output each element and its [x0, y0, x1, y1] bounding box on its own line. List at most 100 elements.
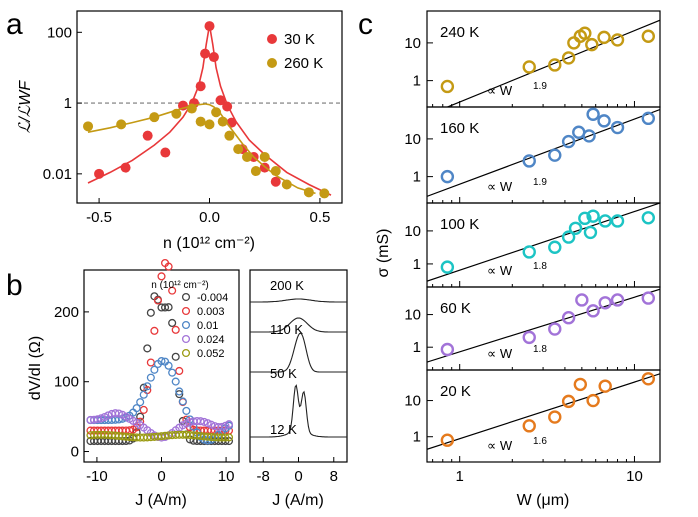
x-tick-label: 10	[218, 468, 235, 485]
data-point	[136, 412, 145, 421]
data-point	[585, 37, 599, 52]
panel-c-ylabel: σ (mS)	[375, 229, 392, 278]
data-point	[146, 373, 155, 382]
x-tick-label: 0	[157, 468, 165, 485]
data-point	[610, 214, 625, 228]
data-point	[522, 154, 536, 168]
data-point	[211, 107, 222, 118]
data-point	[567, 36, 581, 50]
data-point	[175, 387, 184, 396]
data-point	[161, 303, 170, 312]
data-point	[146, 308, 155, 317]
data-point	[139, 390, 148, 399]
data-point	[598, 296, 612, 310]
data-point	[208, 52, 219, 63]
data-point	[171, 108, 182, 119]
data-point	[149, 112, 160, 123]
x-tick-label: -0.5	[86, 209, 112, 226]
data-point	[561, 230, 576, 244]
data-point	[136, 398, 145, 407]
data-point	[204, 119, 215, 130]
data-point	[120, 162, 131, 173]
y-tick-label: 1	[64, 95, 72, 112]
fit-exponent: 1.9	[533, 81, 547, 92]
temperature-label: 240 K	[440, 24, 479, 41]
data-point	[561, 51, 576, 65]
data-point	[171, 377, 180, 386]
legend-label: 0.01	[197, 320, 218, 332]
data-point	[160, 147, 171, 158]
data-point	[522, 245, 536, 259]
data-point	[83, 121, 94, 132]
data-point	[146, 358, 155, 367]
panel-a: -0.5 0.0 0.5 0.01 1 100 ℒ/ℒWF n (10¹² cm⁻²) 3…	[17, 10, 343, 252]
fit-exponent: 1.6	[533, 436, 547, 447]
fit-line	[427, 373, 660, 450]
data-point	[440, 342, 455, 357]
trace-line	[250, 332, 347, 373]
data-point	[224, 130, 235, 141]
data-point	[610, 293, 625, 307]
data-point	[153, 296, 162, 305]
data-point	[186, 103, 197, 114]
data-point	[171, 352, 180, 361]
data-point	[641, 29, 655, 43]
data-point	[522, 419, 536, 433]
data-point	[610, 120, 625, 135]
data-point	[164, 361, 173, 370]
x-tick-label: 10	[626, 468, 643, 485]
x-tick-label: 0	[294, 468, 302, 485]
data-point	[610, 33, 625, 47]
data-point	[259, 151, 270, 162]
data-point	[97, 414, 106, 423]
data-point	[195, 81, 206, 92]
legend-marker	[267, 34, 277, 44]
panel-label-a: a	[6, 8, 23, 41]
panel-label-b: b	[6, 269, 23, 302]
data-point	[582, 129, 596, 143]
data-point	[641, 111, 655, 126]
data-point	[641, 211, 655, 225]
data-point	[573, 377, 588, 392]
data-point	[196, 417, 205, 426]
data-point	[93, 415, 102, 424]
data-point	[270, 176, 281, 187]
x-tick-label: 0.5	[309, 209, 330, 226]
data-point	[157, 357, 166, 366]
panel-b-left-ylabel: dV/dI (Ω)	[27, 336, 44, 400]
x-tick-label: -10	[86, 468, 108, 485]
data-point	[224, 420, 234, 429]
y-tick-label: 0	[71, 444, 79, 461]
data-point	[200, 417, 209, 426]
data-point	[175, 390, 184, 399]
data-point	[641, 291, 655, 305]
data-point	[440, 79, 455, 94]
panel-a-legend-30k: 30 K	[284, 31, 315, 48]
y-tick-label: 10	[404, 35, 421, 52]
y-tick-label: 10	[404, 131, 421, 148]
fit-label: ∝ W	[487, 346, 513, 361]
trace-label: 12 K	[270, 422, 297, 437]
data-point	[586, 107, 600, 121]
trace-label: 110 K	[270, 322, 303, 337]
y-tick-label: 200	[54, 304, 79, 321]
legend-label: 0.003	[197, 306, 225, 318]
panel-a-xlabel: n (10¹² cm⁻²)	[163, 235, 255, 252]
panel-b-legend-title: n (10¹² cm⁻²)	[151, 280, 209, 291]
fit-label: ∝ W	[487, 263, 513, 278]
x-tick-label: 8	[330, 468, 338, 485]
data-point	[142, 130, 153, 141]
fit-label: ∝ W	[487, 438, 513, 453]
panel-a-ylabel: ℒ/ℒWF	[17, 80, 34, 134]
data-point	[319, 188, 330, 199]
fit-exponent: 1.8	[533, 261, 547, 272]
data-point	[575, 293, 589, 307]
fit-label: ∝ W	[487, 83, 513, 98]
data-point	[440, 433, 455, 447]
data-point	[204, 21, 215, 32]
data-point	[226, 117, 237, 128]
data-point	[242, 151, 253, 162]
